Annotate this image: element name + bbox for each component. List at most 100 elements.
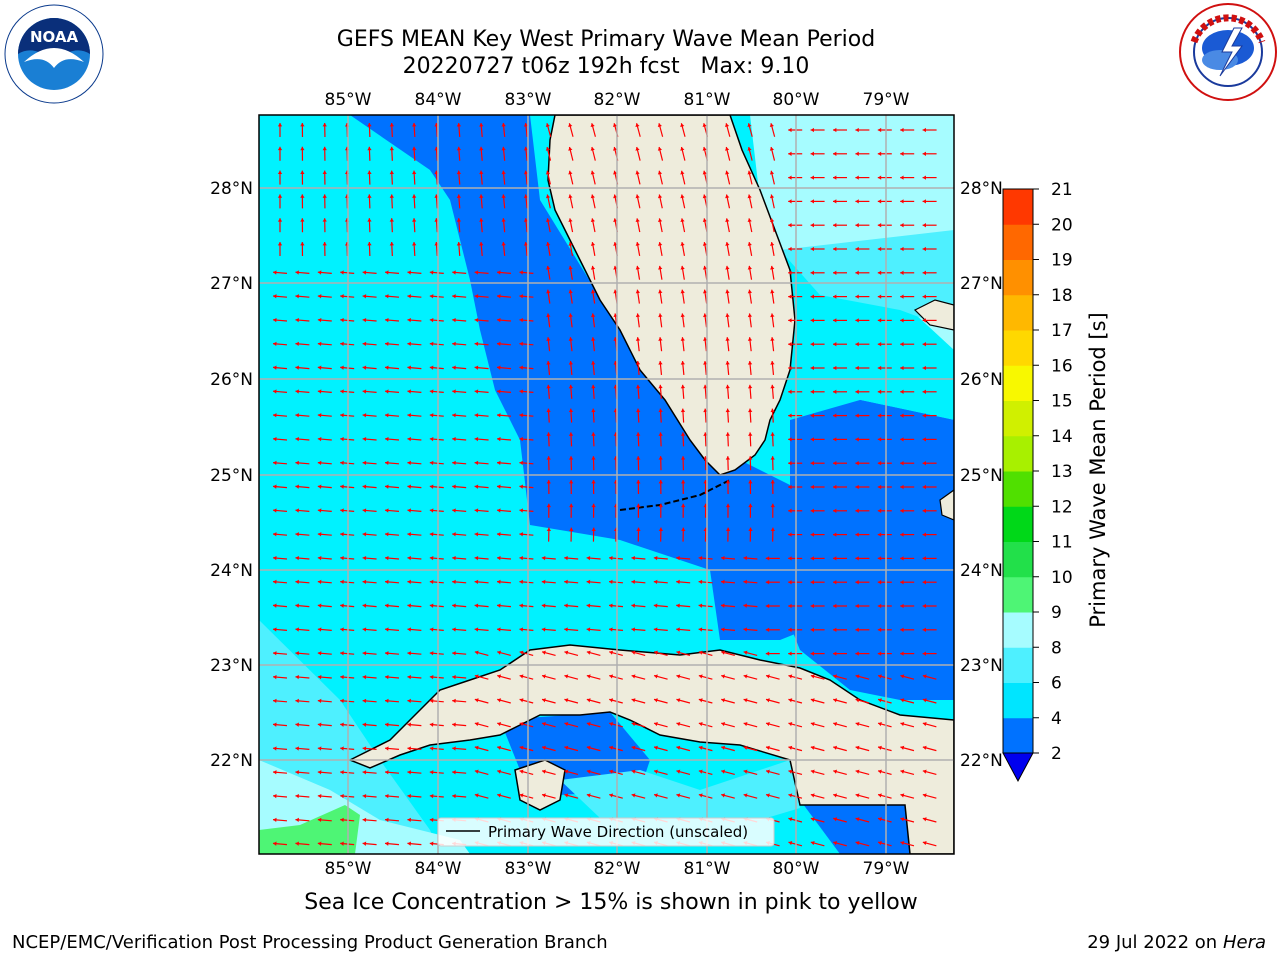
wave-arrow-head	[429, 389, 434, 394]
wave-arrow-head	[407, 270, 411, 275]
wave-arrow-head	[295, 627, 299, 632]
map-frame	[258, 114, 955, 855]
wave-arrow-head	[340, 484, 344, 489]
wave-arrow-head	[631, 627, 635, 632]
wave-arrow-head	[681, 527, 686, 532]
wave-arrow-head	[340, 793, 344, 799]
wave-arrow-head	[833, 532, 837, 537]
wave-arrow-head	[429, 817, 434, 823]
wave-arrow-head	[609, 579, 613, 585]
wave-arrow-head	[877, 413, 882, 418]
wave-arrow-head	[721, 745, 726, 750]
wave-arrow-head	[273, 817, 277, 823]
wave-arrow-head	[546, 361, 551, 365]
wave-arrow-head	[591, 361, 596, 365]
wave-arrow-head	[612, 123, 618, 128]
wave-arrow-head	[474, 627, 479, 632]
colorbar-tick-label: 12	[1051, 497, 1073, 517]
wave-arrow-head	[748, 408, 753, 413]
wave-arrow-head	[340, 817, 344, 823]
wave-arrow-head	[385, 270, 389, 275]
wave-arrow-head	[833, 484, 837, 490]
wave-arrow-head	[362, 341, 367, 347]
wave-arrow-head	[362, 651, 367, 656]
wave-arrow-head	[810, 175, 814, 180]
wave-arrow-head	[452, 793, 456, 799]
wave-arrow-head	[277, 218, 283, 222]
wave-arrow-head	[273, 603, 277, 608]
map-legend: Primary Wave Direction (unscaled)	[437, 817, 775, 847]
lat-tick: 22°N	[960, 751, 1003, 771]
wave-arrow-head	[855, 745, 860, 750]
wave-arrow-head	[412, 218, 417, 222]
wave-arrow-head	[586, 579, 591, 585]
wave-arrow-head	[855, 151, 859, 156]
wave-arrow-head	[340, 365, 344, 370]
wave-arrow-head	[900, 532, 904, 537]
wave-arrow-head	[586, 603, 591, 608]
chart-title-line1: GEFS MEAN Key West Primary Wave Mean Per…	[336, 27, 876, 52]
wave-arrow-head	[855, 793, 860, 798]
wave-arrow-head	[900, 508, 904, 513]
map-plot-area: Primary Wave Direction (unscaled)	[259, 115, 954, 854]
wave-arrow-head	[452, 508, 456, 513]
wave-arrow-head	[657, 218, 663, 223]
wave-arrow-head	[810, 769, 815, 774]
wave-arrow-head	[497, 270, 501, 275]
wave-arrow-head	[609, 627, 613, 632]
wave-arrow-head	[788, 246, 792, 252]
wave-arrow-head	[747, 265, 752, 270]
wave-arrow-head	[748, 456, 753, 460]
wave-arrow-head	[429, 651, 434, 656]
wave-arrow-head	[721, 555, 725, 561]
wave-arrow-head	[474, 508, 479, 513]
wave-arrow-head	[519, 413, 523, 418]
wave-arrow-head	[877, 627, 882, 632]
lat-tick: 22°N	[210, 751, 253, 771]
wave-arrow-head	[635, 123, 640, 128]
wave-arrow-head	[855, 127, 859, 133]
wave-arrow-head	[407, 746, 411, 751]
wave-arrow-head	[747, 242, 752, 246]
wave-arrow-head	[340, 698, 344, 704]
wave-arrow-head	[922, 389, 926, 394]
wave-arrow-head	[407, 484, 411, 489]
wave-arrow-head	[362, 579, 367, 585]
wave-arrow-head	[698, 579, 703, 585]
bahamas-landmass	[913, 299, 954, 331]
wave-arrow-head	[810, 365, 814, 371]
wave-arrow-head	[878, 817, 882, 822]
chart-title-line2: 20220727 t06z 192h fcst Max: 9.10	[402, 54, 810, 79]
wave-arrow-head	[636, 527, 641, 532]
wave-arrow-head	[474, 365, 479, 370]
wave-arrow-head	[497, 698, 502, 703]
wave-arrow-head	[389, 170, 394, 175]
wave-arrow-head	[385, 817, 389, 823]
wave-arrow-head	[878, 674, 882, 679]
wave-arrow-head	[680, 147, 685, 151]
wave-arrow-head	[833, 127, 837, 133]
wave-arrow-head	[877, 223, 882, 228]
colorbar-segment	[1003, 365, 1033, 401]
lon-tick: 83°W	[505, 90, 552, 110]
wave-arrow-head	[340, 770, 344, 775]
wave-arrow-head	[273, 270, 277, 275]
wave-arrow-head	[900, 721, 905, 727]
wave-arrow-head	[568, 289, 573, 294]
wave-arrow-head	[698, 745, 703, 750]
wave-arrow-head	[788, 840, 793, 846]
wave-arrow-head	[474, 674, 479, 679]
wave-arrow-head	[855, 461, 859, 466]
wave-arrow-head	[770, 408, 775, 413]
wave-arrow-head	[591, 313, 596, 318]
wave-arrow-head	[658, 242, 663, 246]
wave-arrow-head	[300, 194, 305, 198]
wave-arrow-head	[590, 170, 595, 175]
wave-arrow-head	[568, 170, 573, 175]
wave-arrow-head	[590, 147, 595, 151]
wave-arrow-head	[474, 579, 479, 585]
wave-arrow-head	[385, 389, 389, 394]
wave-arrow-head	[855, 318, 859, 323]
wave-arrow-head	[362, 746, 367, 751]
wave-arrow-head	[564, 698, 569, 703]
